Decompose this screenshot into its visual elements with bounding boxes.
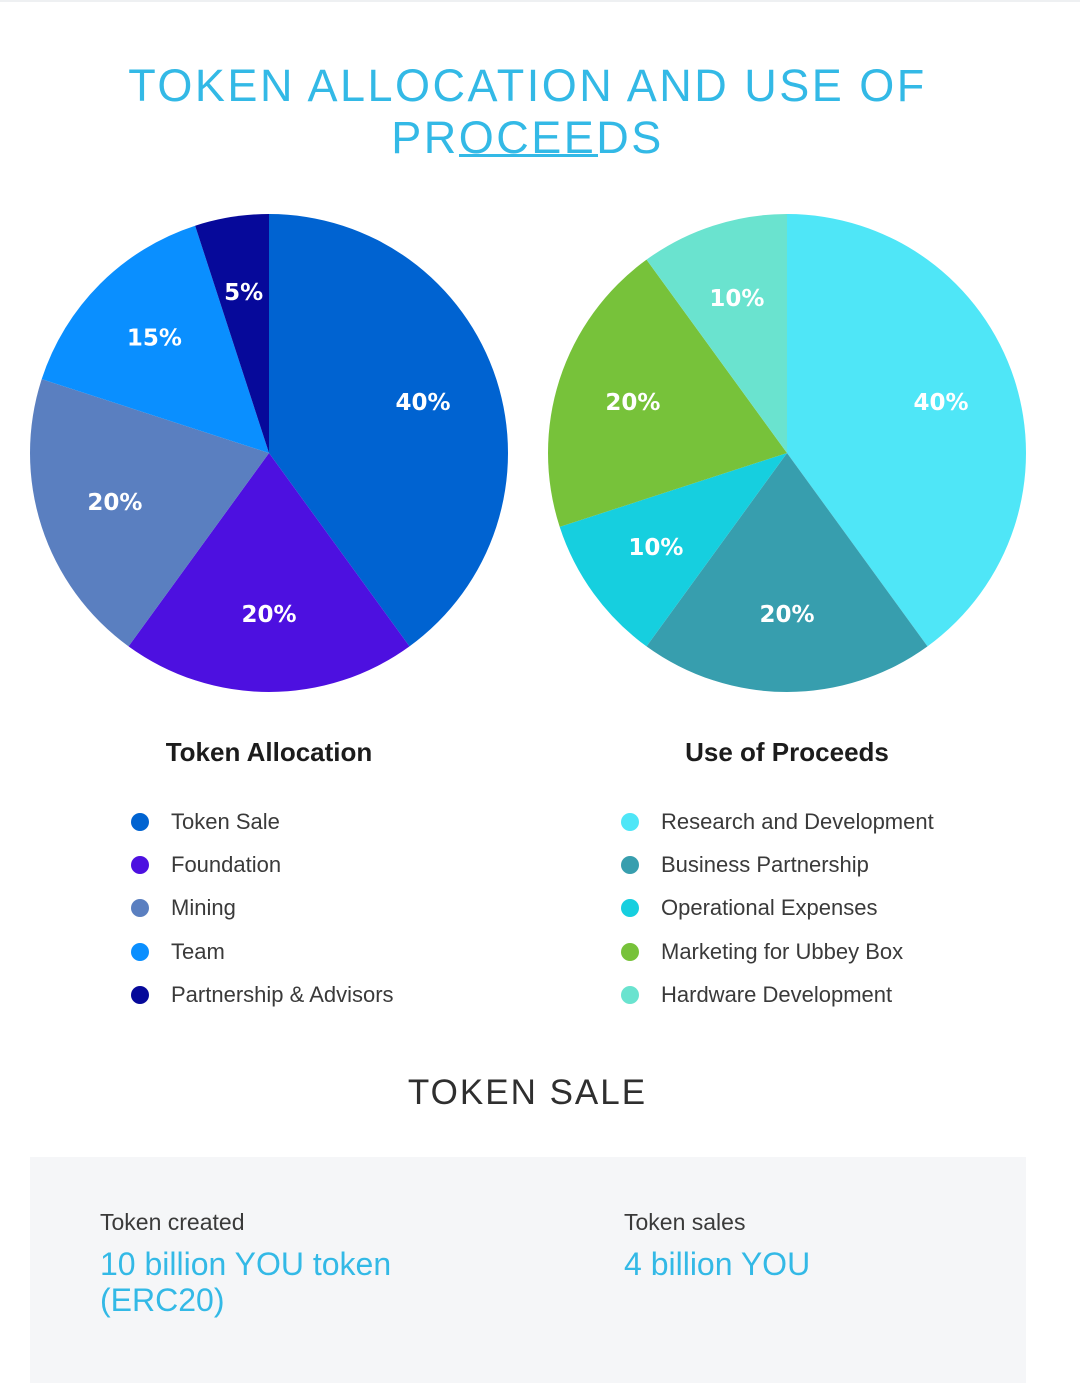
legend-label: Marketing for Ubbey Box <box>661 938 904 964</box>
use-of-proceeds-title: Use of Proceeds <box>685 737 889 767</box>
slice-label: 40% <box>914 390 969 416</box>
legend-label: Token Sale <box>171 808 280 834</box>
legend-label: Foundation <box>171 851 282 877</box>
page-title: TOKEN ALLOCATION AND USE OF PROCEEDS <box>128 60 927 163</box>
legend-dot <box>621 899 639 918</box>
pie-slice <box>646 214 787 453</box>
legend-item: Foundation <box>131 843 394 886</box>
legend-label: Business Partnership <box>661 851 869 877</box>
legend-label: Partnership & Advisors <box>171 981 394 1007</box>
legend-dot <box>621 812 639 831</box>
legend-label: Team <box>171 938 225 964</box>
legend-dot <box>131 855 149 874</box>
legend-dot <box>131 942 149 961</box>
legend-label: Operational Expenses <box>661 895 878 921</box>
token-allocation-title: Token Allocation <box>165 737 373 767</box>
pie-slice <box>787 214 1026 647</box>
legend-item: Operational Expenses <box>621 887 934 930</box>
pie-slice <box>559 453 787 647</box>
token-created-label: Token created <box>100 1209 245 1235</box>
legend-item: Marketing for Ubbey Box <box>621 930 934 973</box>
slice-label: 20% <box>759 602 814 628</box>
slice-label: 40% <box>396 390 451 416</box>
legend-dot <box>131 812 149 831</box>
title-underline <box>459 154 598 157</box>
token-sale-panel: Token created 10 billion YOU token (ERC2… <box>30 1157 1026 1383</box>
token-created-value-line: 10 billion YOU token <box>100 1246 392 1282</box>
slice-label: 10% <box>628 535 683 561</box>
legend-label: Research and Development <box>661 808 934 834</box>
slice-label: 10% <box>709 286 764 312</box>
pie-slice <box>548 259 787 527</box>
legend-item: Team <box>131 930 394 973</box>
legend-dot <box>621 855 639 874</box>
legend-item: Mining <box>131 887 394 930</box>
legend-label: Mining <box>171 895 236 921</box>
legend-item: Research and Development <box>621 800 934 843</box>
token-created-block: Token created 10 billion YOU token (ERC2… <box>100 1209 391 1318</box>
token-sales-value: 4 billion YOU <box>624 1246 811 1282</box>
legend-item: Hardware Development <box>621 973 934 1016</box>
token-sale-title: TOKEN SALE <box>407 1073 648 1112</box>
legend-item: Partnership & Advisors <box>131 973 394 1016</box>
token-created-value-line: (ERC20) <box>100 1282 225 1318</box>
slice-label: 20% <box>605 390 660 416</box>
slice-label: 20% <box>241 602 296 628</box>
token-sales-label: Token sales <box>624 1209 746 1235</box>
legend-dot <box>621 985 639 1004</box>
slice-label: 15% <box>127 325 182 351</box>
pie-slice <box>30 379 269 647</box>
top-divider <box>0 0 1080 2</box>
pie-slice <box>195 214 269 453</box>
pie-slice <box>41 225 269 453</box>
legend-dot <box>131 899 149 918</box>
pie-slice <box>128 453 410 693</box>
use-of-proceeds-legend: Research and Development Business Partne… <box>621 800 934 1016</box>
token-allocation-legend: Token Sale Foundation Mining Team Partne… <box>131 800 394 1016</box>
pie-slice <box>269 214 508 647</box>
token-allocation-pie: 40% 20% 20% 15% 5% <box>30 214 508 693</box>
use-of-proceeds-pie: 40% 20% 10% 20% 10% <box>548 214 1026 693</box>
slice-label: 20% <box>87 490 142 516</box>
slice-label: 5% <box>224 280 263 306</box>
token-sales-block: Token sales 4 billion YOU <box>624 1209 810 1282</box>
legend-dot <box>621 942 639 961</box>
legend-item: Business Partnership <box>621 843 934 886</box>
legend-label: Hardware Development <box>661 981 893 1007</box>
token-created-value: 10 billion YOU token (ERC20) <box>100 1246 391 1318</box>
pie-slice <box>646 453 928 693</box>
legend-dot <box>131 985 149 1004</box>
legend-item: Token Sale <box>131 800 394 843</box>
